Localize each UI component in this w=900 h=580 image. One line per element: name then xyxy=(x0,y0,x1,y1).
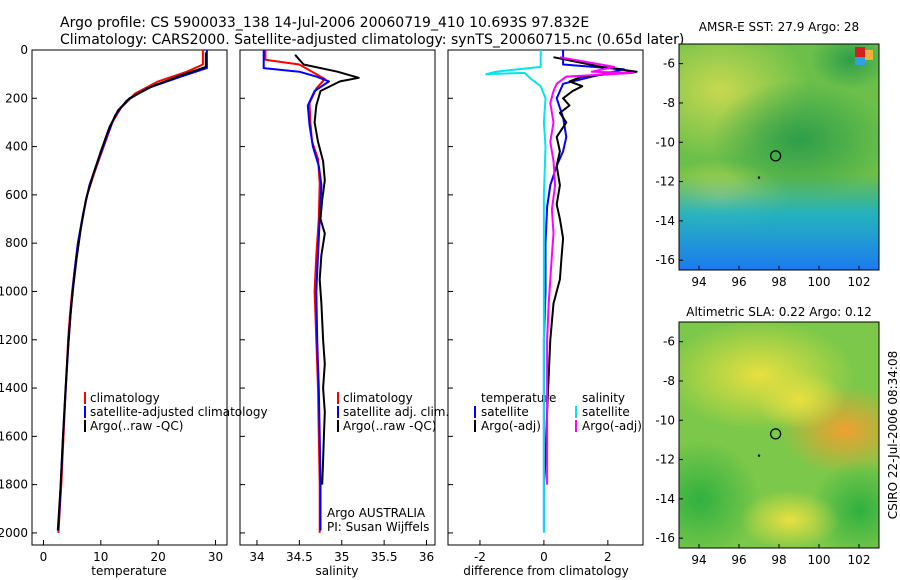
sla_map-xtick-label: 98 xyxy=(771,553,786,567)
sst_map-xtick-label: 96 xyxy=(731,275,746,289)
legend-label-argo: Argo(..raw -QC) xyxy=(90,419,183,433)
temperature-series-argo-raw-qc- xyxy=(56,52,207,531)
salinity-panel-frame xyxy=(239,49,436,546)
sst-map-cold-band xyxy=(679,175,879,270)
sla_map-island-marker xyxy=(757,454,761,457)
legend-header-salinity: salinity xyxy=(582,391,625,405)
sla_map-ytick-label: -10 xyxy=(655,413,675,427)
plot-layer: 0 10 20 30020040060080010001200140016001800… xyxy=(0,43,870,567)
sla_map-xtick-label: 94 xyxy=(691,553,706,567)
legend-label-climatology: climatology xyxy=(343,391,413,405)
sst_map-island-marker xyxy=(757,176,761,179)
salinity-xtick-label: 34 xyxy=(249,550,264,564)
salinity-xtick-label: 34.5 xyxy=(286,550,313,564)
figure-title-line1: Argo profile: CS 5900033_138 14-Jul-2006… xyxy=(60,15,589,31)
sst_map-ytick-label: -6 xyxy=(663,57,675,71)
sla-map-low-patch xyxy=(679,440,760,548)
difference-panel-frame xyxy=(447,49,644,546)
temperature-ytick-label: 1400 xyxy=(0,381,28,395)
sst_map-xtick-label: 102 xyxy=(848,275,871,289)
sla_map-ytick-label: -14 xyxy=(655,492,675,506)
difference-series-temperature-satellite xyxy=(542,50,625,531)
legend-label-temp-argo: Argo(-adj) xyxy=(481,419,541,433)
sst-map-hot-pixel xyxy=(855,47,865,57)
sst-map-cool-patch xyxy=(710,80,879,200)
sla_map-xtick-label: 102 xyxy=(848,553,871,567)
temperature-ytick-label: 2000 xyxy=(0,526,28,540)
sla-map-mid-patch xyxy=(740,490,840,548)
difference-xtick-label: -2 xyxy=(474,550,486,564)
temperature-series-satellite-adjusted-climatology xyxy=(57,50,208,531)
sla_map-ytick-label: -16 xyxy=(655,531,675,545)
temperature-ytick-label: 600 xyxy=(5,188,28,202)
temperature-ytick-label: 1000 xyxy=(0,284,28,298)
legend-header-temperature: temperature xyxy=(481,391,556,405)
sst_map-xtick-label: 94 xyxy=(691,275,706,289)
difference-legend: temperature satellite Argo(-adj) salinit… xyxy=(474,391,642,433)
temperature-ytick-label: 400 xyxy=(5,140,28,154)
sla_map-argo-marker xyxy=(770,428,782,440)
difference-series-temperature-argo-adj- xyxy=(542,56,638,485)
temperature-ytick-label: 200 xyxy=(5,91,28,105)
salinity-legend: climatology satellite adj. clim. Argo(..… xyxy=(327,391,449,534)
difference-xtick-label: 2 xyxy=(604,550,612,564)
sst-map-cool-patch xyxy=(810,44,879,90)
salinity-series-satellite-adj-clim- xyxy=(262,50,330,531)
salinity-series-argo-raw-qc- xyxy=(294,54,360,485)
temperature-series-climatology xyxy=(57,50,204,533)
sst_map-argo-marker xyxy=(770,150,782,162)
difference-series-salinity-argo-adj- xyxy=(546,56,635,485)
temperature-ytick-label: 1800 xyxy=(0,478,28,492)
figure-title-line2: Climatology: CARS2000. Satellite-adjuste… xyxy=(60,32,684,48)
sst_map-xtick-label: 100 xyxy=(808,275,831,289)
argo-pi-note: PI: Susan Wijffels xyxy=(327,520,429,534)
legend-label-argo: Argo(..raw -QC) xyxy=(343,419,436,433)
legend-label-sal-argo: Argo(-adj) xyxy=(582,419,642,433)
sla-map-title: Altimetric SLA: 0.22 Argo: 0.12 xyxy=(686,305,871,319)
argo-program-note: Argo AUSTRALIA xyxy=(327,506,426,520)
sst_map-ytick-label: -8 xyxy=(663,96,675,110)
temperature-xtick-label: 0 xyxy=(40,550,48,564)
sst-map-title: AMSR-E SST: 27.9 Argo: 28 xyxy=(699,20,859,34)
temperature-xlabel: temperature xyxy=(91,564,166,578)
temperature-panel-frame xyxy=(31,49,228,546)
sst-map-hot-pixel xyxy=(855,57,865,65)
side-credit: CSIRO 22-Jul-2006 08:34:08 xyxy=(886,351,900,519)
sla_map-xtick-label: 96 xyxy=(731,553,746,567)
temperature-legend: climatology satellite-adjusted climatolo… xyxy=(84,391,268,433)
sst_map-ytick-label: -14 xyxy=(655,214,675,228)
legend-label-temp-satellite: satellite xyxy=(481,405,529,419)
sla-map xyxy=(679,322,879,548)
sst_map-ytick-label: -12 xyxy=(655,175,675,189)
sst-map xyxy=(679,44,879,270)
temperature-ytick-label: 1600 xyxy=(0,429,28,443)
salinity-xtick-label: 36 xyxy=(419,550,434,564)
salinity-xlabel: salinity xyxy=(315,564,358,578)
difference-xtick-label: 0 xyxy=(540,550,548,564)
difference-series-salinity-satellite xyxy=(485,50,547,533)
sla-map-high-patch xyxy=(755,370,845,430)
sst_map-ytick-label: -16 xyxy=(655,253,675,267)
temperature-ytick-label: 1200 xyxy=(0,333,28,347)
sst_map-ytick-label: -10 xyxy=(655,135,675,149)
temperature-ytick-label: 800 xyxy=(5,236,28,250)
sla_map-ytick-label: -8 xyxy=(663,374,675,388)
legend-label-satellite: satellite-adjusted climatology xyxy=(90,405,268,419)
salinity-xtick-label: 35 xyxy=(334,550,349,564)
temperature-xtick-label: 30 xyxy=(208,550,223,564)
legend-label-satellite: satellite adj. clim. xyxy=(343,405,449,419)
sla_map-ytick-label: -12 xyxy=(655,453,675,467)
legend-label-climatology: climatology xyxy=(90,391,160,405)
temperature-xtick-label: 10 xyxy=(93,550,108,564)
sla_map-xtick-label: 100 xyxy=(808,553,831,567)
sst-map-hot-pixel xyxy=(865,50,873,60)
temperature-xtick-label: 20 xyxy=(151,550,166,564)
temperature-ytick-label: 0 xyxy=(20,43,28,57)
difference-xlabel: difference from climatology xyxy=(463,564,629,578)
sla_map-ytick-label: -6 xyxy=(663,335,675,349)
salinity-xtick-label: 35.5 xyxy=(371,550,398,564)
sst_map-xtick-label: 98 xyxy=(771,275,786,289)
legend-label-sal-satellite: satellite xyxy=(582,405,630,419)
